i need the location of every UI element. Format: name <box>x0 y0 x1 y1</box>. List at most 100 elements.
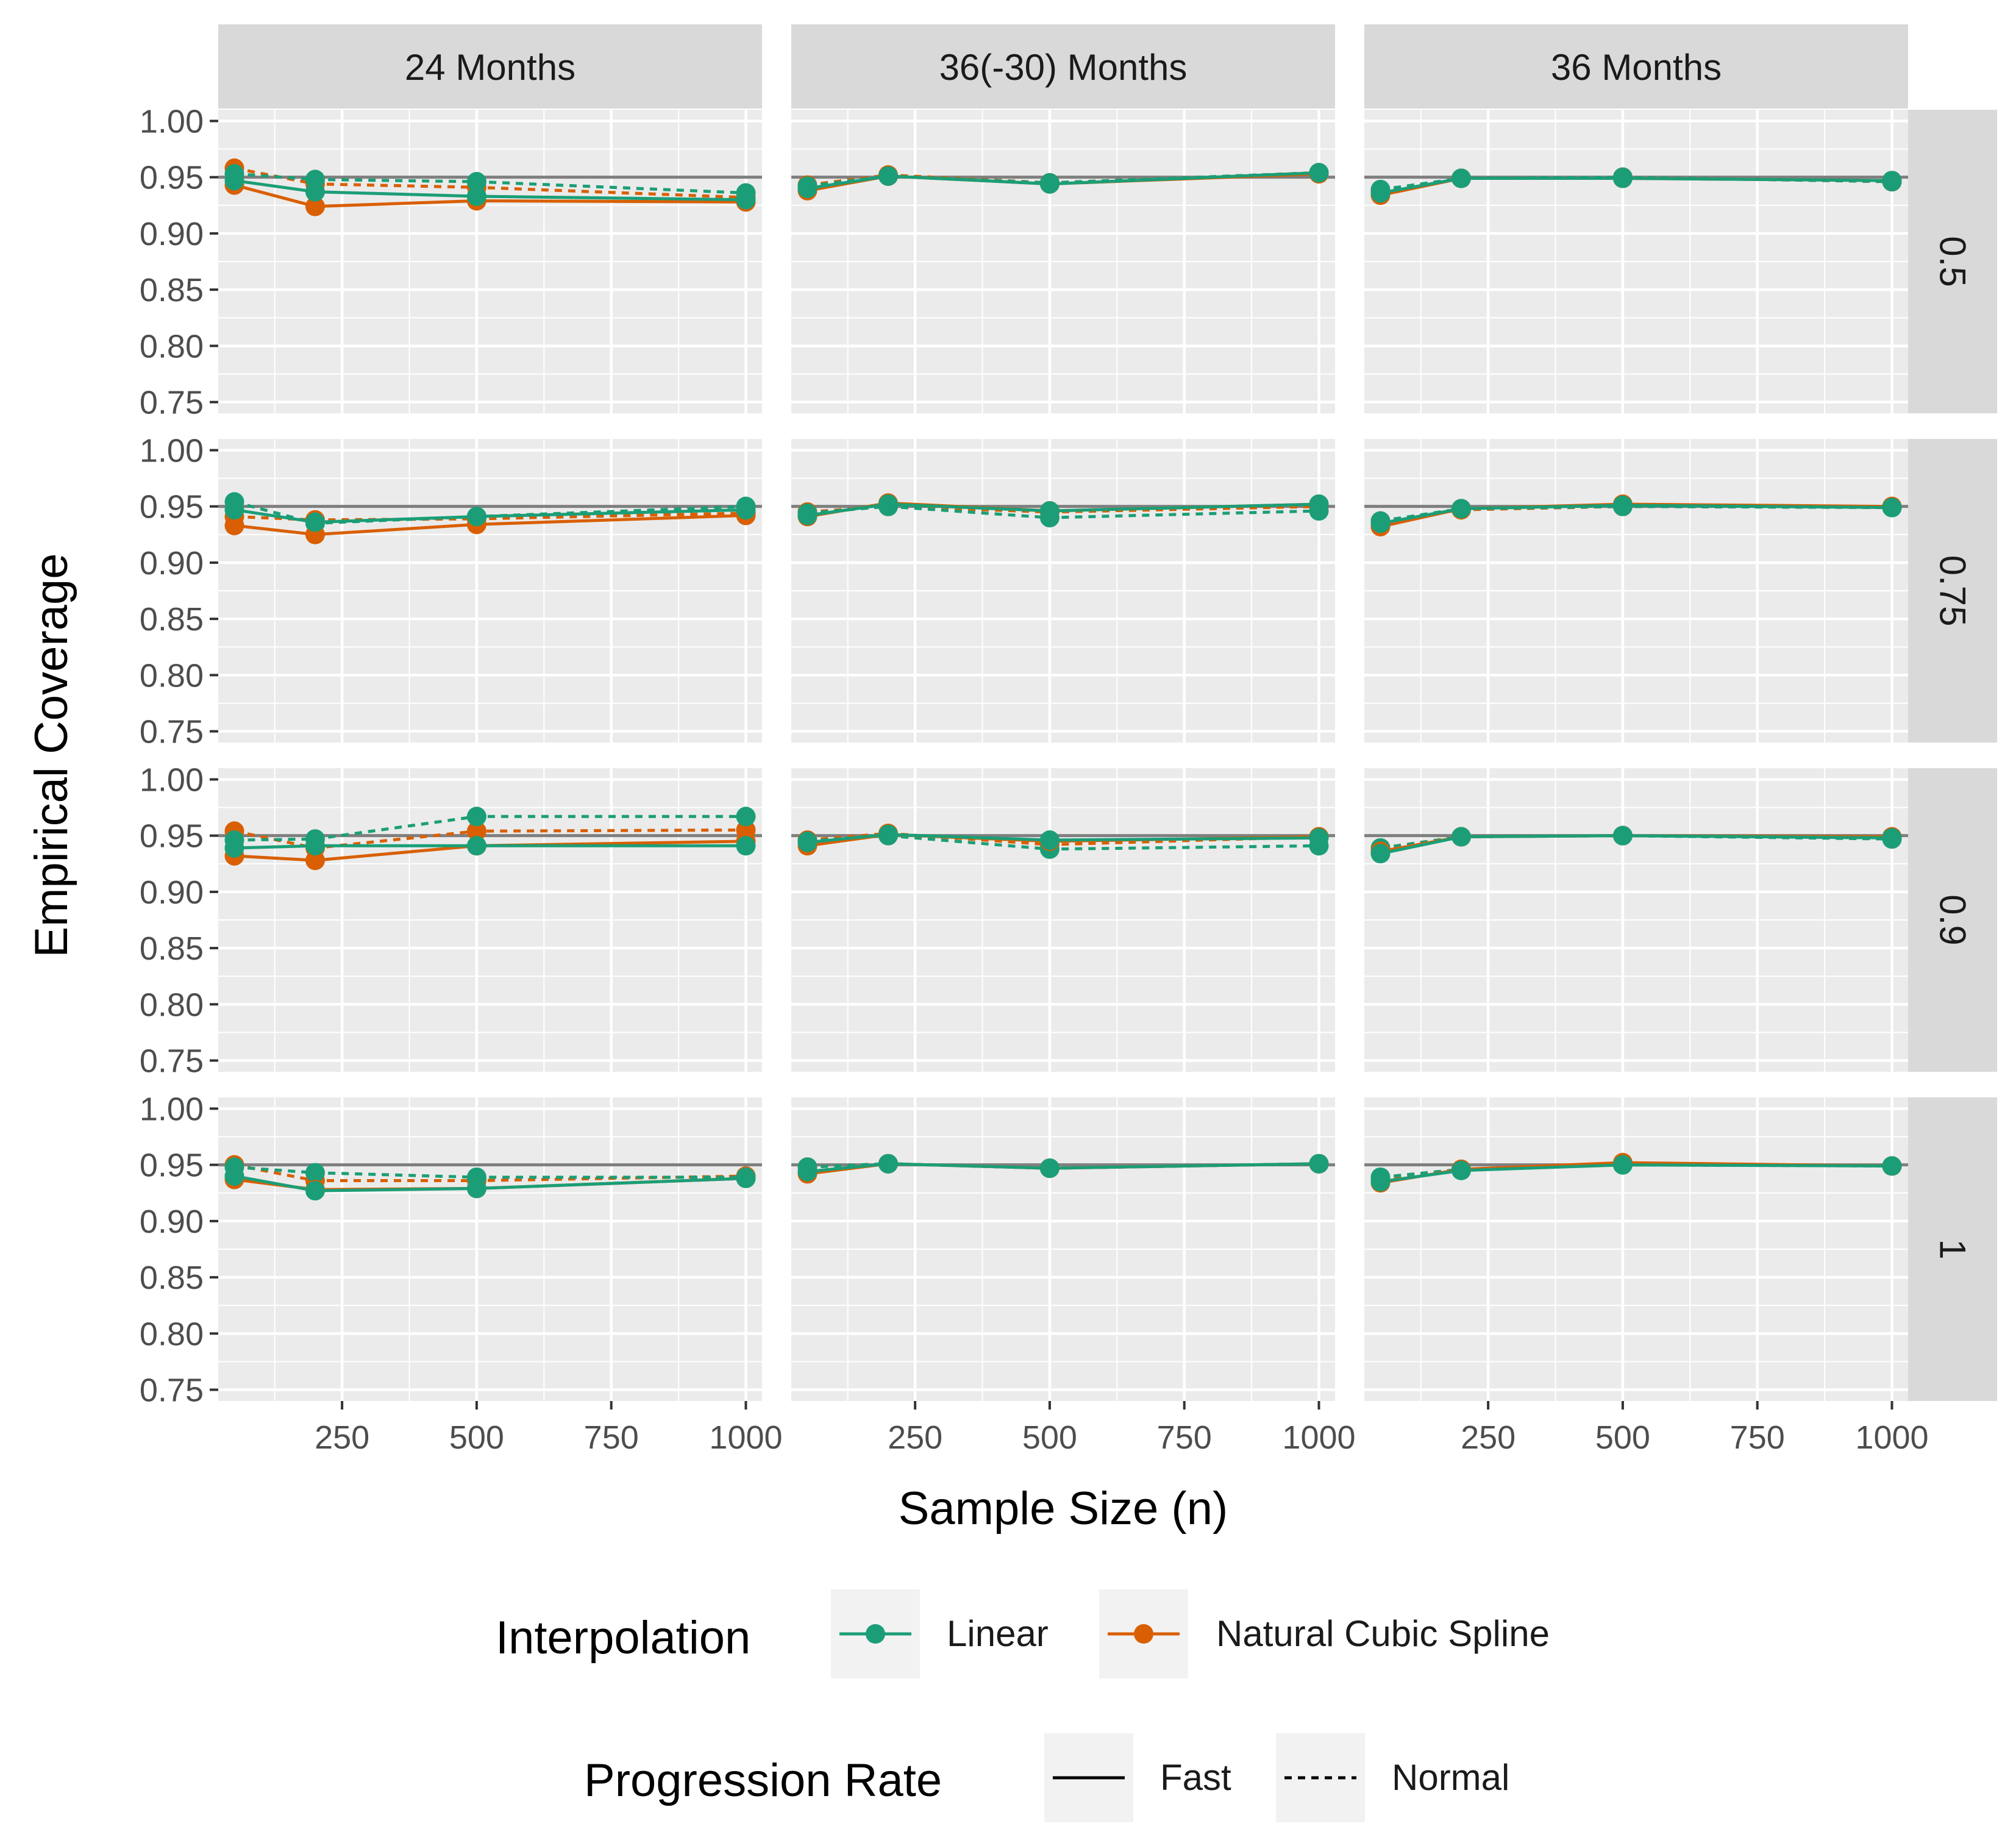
row-strip-bg <box>1908 1097 1997 1401</box>
panel <box>791 110 1335 413</box>
data-point <box>305 1181 325 1201</box>
data-point <box>224 500 244 520</box>
row-strip: 1 <box>1908 1097 1997 1401</box>
data-point <box>224 516 244 536</box>
x-tick-label: 750 <box>1730 1419 1785 1456</box>
row-strip-label: 0.9 <box>1932 894 1973 945</box>
data-point <box>736 190 756 210</box>
data-point <box>305 182 325 202</box>
data-point <box>305 196 325 216</box>
panels-layer: 24 Months 36(-30) Months 36 Months0.50.750… <box>26 24 1997 1535</box>
data-point <box>224 1166 244 1186</box>
legend-item: Linear <box>831 1589 1049 1678</box>
column-strip-label: 24 Months <box>405 47 575 88</box>
series-line-linear-fast <box>234 844 746 850</box>
series-line-linear-fast <box>1380 177 1892 194</box>
data-point <box>1370 844 1391 864</box>
data-point <box>305 512 325 532</box>
legend-interpolation: Interpolation Linear Natural Cubic Spline <box>496 1589 1550 1678</box>
series-line-linear-normal <box>234 172 746 194</box>
panel: 0.75 0.80 0.85 0.90 0.95 1.00 <box>140 103 762 421</box>
data-point <box>1882 497 1902 518</box>
series-line-linear-fast <box>807 171 1319 190</box>
y-tick-label: 1.00 <box>140 1091 204 1127</box>
data-point <box>1309 494 1329 514</box>
y-tick-label: 0.95 <box>140 160 204 196</box>
column-strip: 36 Months <box>1364 24 1908 109</box>
series-line-linear-normal <box>234 1165 746 1179</box>
data-point <box>466 187 486 207</box>
data-point <box>1882 828 1902 848</box>
data-point <box>466 172 486 192</box>
y-tick-label: 1.00 <box>140 103 204 140</box>
data-point <box>466 821 486 841</box>
data-point <box>1882 171 1902 191</box>
row-strip-bg <box>1908 768 1997 1072</box>
data-point <box>305 836 325 856</box>
y-tick-label: 0.85 <box>140 601 204 638</box>
series-line-natural-cubic-spline-fast <box>234 513 746 537</box>
row-strip: 0.75 <box>1908 439 1997 743</box>
y-tick-label: 0.75 <box>140 385 204 421</box>
data-point <box>1370 183 1391 203</box>
data-point <box>1309 828 1329 848</box>
legend-item-label: Fast <box>1160 1757 1231 1798</box>
row-strip-bg <box>1908 110 1997 413</box>
y-tick-label: 1.00 <box>140 432 204 469</box>
legend-item-label: Natural Cubic Spline <box>1216 1613 1550 1654</box>
data-point <box>305 850 325 871</box>
data-point <box>878 824 898 844</box>
data-point <box>797 1161 817 1182</box>
legend-item: Natural Cubic Spline <box>1099 1589 1550 1678</box>
data-point <box>466 507 486 527</box>
data-point <box>1451 499 1471 519</box>
data-point <box>736 1168 756 1188</box>
data-point <box>1309 163 1329 183</box>
row-strip-label: 0.75 <box>1932 555 1973 627</box>
legend-item-label: Normal <box>1392 1757 1509 1798</box>
panel <box>791 439 1335 743</box>
data-point <box>1370 1172 1391 1192</box>
data-point <box>466 1178 486 1199</box>
y-tick-label: 0.85 <box>140 272 204 308</box>
panel: 0.75 0.80 0.85 0.90 0.95 1.00 <box>140 432 762 750</box>
data-point <box>797 505 817 526</box>
y-tick-label: 0.90 <box>140 874 204 911</box>
x-tick-label: 1000 <box>1855 1419 1928 1456</box>
legend-title: Progression Rate <box>584 1755 942 1806</box>
y-tick-label: 0.95 <box>140 818 204 855</box>
y-tick-label: 0.85 <box>140 1260 204 1296</box>
data-point <box>878 494 898 514</box>
data-point <box>1370 513 1391 533</box>
data-point <box>1612 495 1633 515</box>
series-line-linear-fast <box>807 833 1319 844</box>
panel <box>791 768 1335 1072</box>
series-line-natural-cubic-spline-fast <box>233 184 746 209</box>
column-strip-bg <box>218 24 762 109</box>
data-point <box>1039 1158 1060 1178</box>
data-point <box>1039 501 1060 521</box>
data-point <box>1039 830 1060 850</box>
legend-item: Normal <box>1276 1733 1509 1822</box>
data-point <box>1451 827 1471 847</box>
legend-progression-rate: Progression Rate Fast Normal <box>584 1733 1509 1822</box>
data-point <box>797 832 817 852</box>
y-tick-label: 0.80 <box>140 1316 204 1352</box>
column-strip-label: 36 Months <box>1551 47 1722 88</box>
legend: Interpolation Linear Natural Cubic Spline P… <box>496 1589 1550 1822</box>
x-tick-label: 1000 <box>1282 1419 1355 1456</box>
data-point <box>1039 174 1060 194</box>
series-line-linear-fast <box>1380 1163 1892 1183</box>
series-line-linear-fast <box>234 179 746 202</box>
x-tick-label: 250 <box>1461 1419 1516 1456</box>
y-tick-label: 0.95 <box>140 1147 204 1184</box>
panel <box>1364 439 1908 743</box>
row-strip: 0.5 <box>1908 110 1997 413</box>
x-tick-label: 750 <box>1157 1419 1212 1456</box>
data-point <box>1612 168 1633 188</box>
y-axis-title: Empirical Coverage <box>26 553 77 957</box>
series-line-linear-fast <box>234 1174 746 1192</box>
data-point <box>466 836 486 856</box>
data-point <box>224 171 244 191</box>
